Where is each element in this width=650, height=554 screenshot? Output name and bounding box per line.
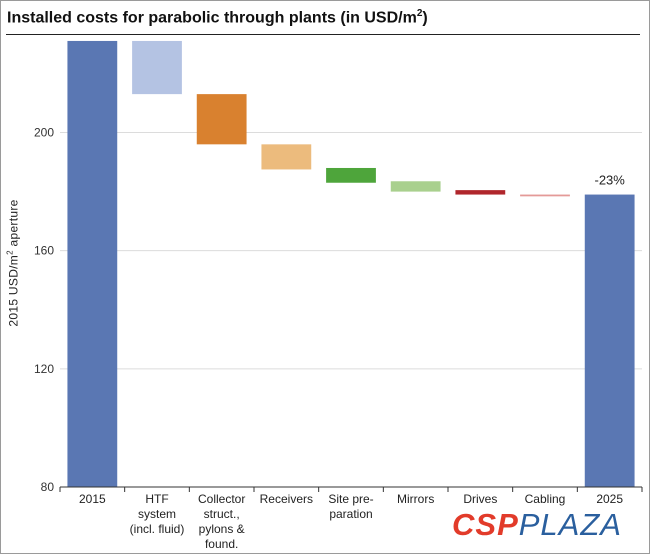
bar bbox=[390, 181, 441, 192]
chart-title: Installed costs for parabolic through pl… bbox=[7, 8, 428, 27]
x-tick-label: Mirrors bbox=[397, 492, 434, 506]
bar bbox=[326, 167, 376, 183]
x-tick-label: 2015 bbox=[79, 492, 106, 506]
x-tick-label: 2025 bbox=[596, 492, 623, 506]
x-tick-label: Receivers bbox=[260, 492, 313, 506]
bar bbox=[132, 40, 182, 95]
y-tick-label: 160 bbox=[34, 244, 54, 258]
x-tick-label: Cabling bbox=[525, 492, 566, 506]
y-tick-label: 80 bbox=[41, 480, 55, 494]
title-divider bbox=[6, 34, 640, 35]
x-tick-label: Site pre-paration bbox=[328, 492, 373, 521]
bar bbox=[261, 144, 312, 170]
bar bbox=[196, 94, 247, 145]
y-axis-title: 2015 USD/m2 aperture bbox=[5, 199, 21, 327]
bar bbox=[584, 194, 635, 487]
bar bbox=[455, 190, 506, 195]
x-tick-label: Collector struct., pylons & found. bbox=[198, 492, 245, 551]
data-label: -23% bbox=[594, 173, 625, 188]
y-tick-label: 120 bbox=[34, 362, 54, 376]
x-tick-label: HTF system (incl. fluid) bbox=[130, 492, 185, 536]
x-tick-label: Drives bbox=[463, 492, 497, 506]
csp-plaza-logo: CSPPLAZA bbox=[452, 507, 622, 542]
y-tick-label: 200 bbox=[34, 126, 54, 140]
bar bbox=[520, 194, 570, 197]
bar bbox=[67, 40, 118, 487]
